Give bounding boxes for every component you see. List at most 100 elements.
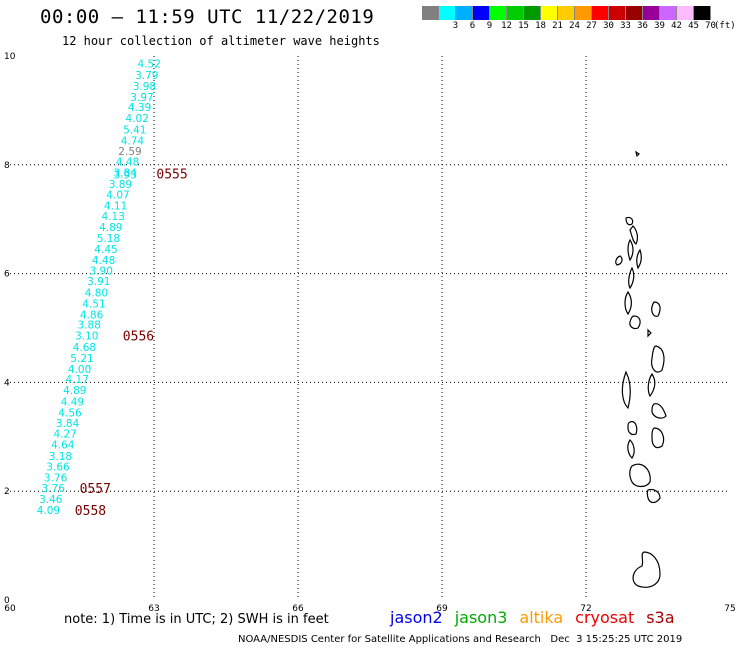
island-outline xyxy=(627,439,635,459)
pass-time-labels: 0555 0556 0557 0558 xyxy=(75,168,188,520)
wave-height-value: 3.93 xyxy=(114,170,137,182)
satellite-legend-item: s3a xyxy=(646,608,675,627)
legend-label: 18 xyxy=(535,21,546,31)
latitude-tick-label: 2 xyxy=(4,487,10,497)
island-outline xyxy=(629,315,641,330)
wave-height-value: 4.27 xyxy=(54,429,77,441)
island-outline xyxy=(651,403,667,419)
color-scale-labels: 3 6 9 12 15 18 21 24 27 30 33 36 39 42 45 70 xyxy=(422,21,740,33)
latitude-tick-label: 6 xyxy=(4,270,10,280)
credit-line: NOAA/NESDIS Center for Satellite Applica… xyxy=(238,634,683,645)
wave-height-value: 4.48 xyxy=(116,157,139,169)
legend-swatch xyxy=(558,6,575,20)
wave-height-value: 5.21 xyxy=(70,353,93,365)
wave-height-value: 3.18 xyxy=(49,451,72,463)
wave-height-value: 5.41 xyxy=(123,124,146,136)
wave-height-value: 3.88 xyxy=(78,320,101,332)
island-outline xyxy=(651,301,661,317)
island-outline xyxy=(647,372,656,398)
satellite-legend-item: cryosat xyxy=(575,608,635,627)
maldives-coastline xyxy=(615,150,667,588)
island-outline xyxy=(629,225,639,245)
legend-label: 6 xyxy=(469,21,476,31)
wave-height-value: 3.66 xyxy=(46,462,70,474)
island-outline xyxy=(629,463,651,488)
island-outline xyxy=(632,551,661,588)
wave-height-value: 4.86 xyxy=(80,309,104,321)
pass-time-label: 0555 xyxy=(156,168,187,183)
latitude-tick-label: 8 xyxy=(4,161,10,171)
island-outline xyxy=(635,150,640,158)
pass-time-label: 0558 xyxy=(75,504,106,519)
pass-time-label: 0556 xyxy=(123,330,154,345)
satellite-legend-item: jason2 xyxy=(390,608,443,627)
legend-label: 12 xyxy=(501,21,512,31)
wave-height-value: 3.89 xyxy=(109,179,132,191)
wave-height-value: 4.07 xyxy=(106,190,129,202)
wave-height-value: 3.76 xyxy=(44,473,68,485)
wave-height-value: 4.02 xyxy=(126,113,149,125)
wave-height-value: 3.90 xyxy=(90,265,113,277)
legend-swatch xyxy=(490,6,507,20)
map-title: 00:00 – 11:59 UTC 11/22/2019 xyxy=(40,6,375,28)
color-scale-unit: (ft) xyxy=(714,21,736,31)
longitude-tick-label: 69 xyxy=(436,604,448,614)
color-scale-legend xyxy=(422,6,711,20)
legend-swatch xyxy=(507,6,524,20)
island-outline xyxy=(615,255,623,266)
legend-label: 36 xyxy=(637,21,648,31)
wave-height-value: 4.45 xyxy=(94,244,117,256)
satellite-legend-item: altika xyxy=(519,608,564,627)
longitude-tick-label: 63 xyxy=(148,604,159,614)
legend-label: 70 xyxy=(705,21,716,31)
island-outline xyxy=(621,370,631,410)
island-outline xyxy=(624,290,632,316)
wave-height-labels: 4.523.793.983.974.394.025.414.742.594.48… xyxy=(37,59,161,518)
longitude-tick-label: 60 xyxy=(4,604,16,614)
wave-height-value: 3.84 xyxy=(114,167,138,179)
legend-label: 30 xyxy=(603,21,614,31)
legend-label: 27 xyxy=(586,21,597,31)
wave-height-value: 4.49 xyxy=(61,396,84,408)
wave-height-value: 5.18 xyxy=(97,233,120,245)
legend-label: 21 xyxy=(552,21,563,31)
legend-label: 39 xyxy=(654,21,665,31)
satellite-legend-item: jason3 xyxy=(454,608,508,627)
island-outline xyxy=(636,248,642,270)
satellite-legend: jason2 jason3 altika cryosat s3a xyxy=(390,608,687,627)
legend-swatch xyxy=(592,6,609,20)
wave-height-value: 4.89 xyxy=(63,385,86,397)
wave-height-value: 3.84 xyxy=(56,418,80,430)
wave-height-value: 4.80 xyxy=(85,288,108,300)
latitude-tick-label: 4 xyxy=(4,378,10,388)
legend-label: 24 xyxy=(569,21,580,31)
pass-time-label: 0557 xyxy=(80,482,111,497)
wave-height-value: 4.52 xyxy=(138,59,161,71)
legend-swatch xyxy=(643,6,660,20)
legend-swatch xyxy=(439,6,456,20)
latitude-tick-label: 0 xyxy=(4,596,10,606)
legend-swatch xyxy=(422,6,439,20)
legend-label: 33 xyxy=(620,21,631,31)
island-outline xyxy=(646,488,661,504)
island-outline xyxy=(627,238,634,262)
map-subtitle: 12 hour collection of altimeter wave hei… xyxy=(62,34,380,48)
island-outline xyxy=(651,345,665,373)
legend-swatch xyxy=(677,6,694,20)
wave-height-value: 4.11 xyxy=(104,201,127,213)
wave-height-value: 4.51 xyxy=(82,299,105,311)
longitude-tick-label: 72 xyxy=(580,604,591,614)
wave-height-value: 3.46 xyxy=(39,494,63,506)
wave-height-value: 2.59 xyxy=(118,146,141,158)
island-outline xyxy=(651,427,665,449)
wave-height-value: 4.89 xyxy=(99,222,122,234)
wave-height-value: 4.64 xyxy=(51,439,75,451)
legend-swatch xyxy=(456,6,473,20)
legend-swatch xyxy=(541,6,558,20)
map-grid xyxy=(10,56,730,600)
units-note: note: 1) Time is in UTC; 2) SWH is in fe… xyxy=(64,612,329,627)
wave-height-value: 3.91 xyxy=(87,276,110,288)
legend-swatch xyxy=(694,6,711,20)
legend-swatch xyxy=(473,6,490,20)
